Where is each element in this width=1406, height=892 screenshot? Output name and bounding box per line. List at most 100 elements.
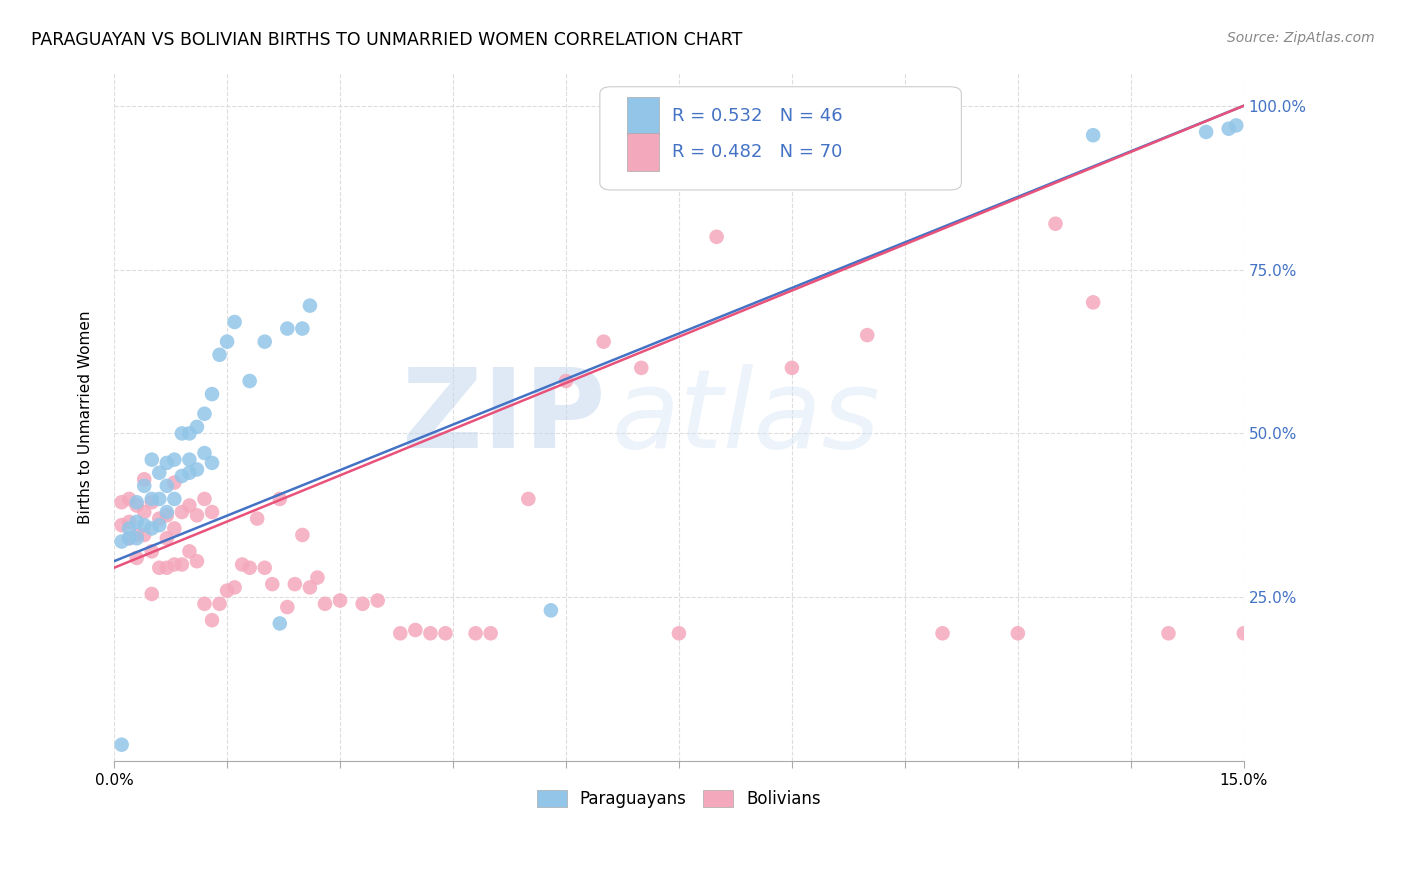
- Text: Source: ZipAtlas.com: Source: ZipAtlas.com: [1227, 31, 1375, 45]
- Point: [141, 544, 163, 558]
- Point: [156, 560, 179, 574]
- Point: [193, 491, 215, 506]
- Point: [208, 597, 231, 611]
- Point: [706, 229, 728, 244]
- Point: [186, 554, 208, 568]
- Point: [555, 374, 578, 388]
- Point: [517, 491, 540, 506]
- Point: [841, 128, 863, 143]
- Point: [125, 550, 148, 565]
- Point: [186, 508, 208, 523]
- Point: [1233, 626, 1256, 640]
- Point: [434, 626, 457, 640]
- Point: [931, 626, 953, 640]
- Point: [246, 511, 269, 525]
- Point: [111, 495, 134, 509]
- Text: ZIP: ZIP: [402, 364, 606, 470]
- Point: [780, 360, 803, 375]
- Point: [389, 626, 412, 640]
- Point: [1045, 217, 1067, 231]
- Point: [179, 426, 201, 441]
- Point: [217, 334, 239, 349]
- Legend: Paraguayans, Bolivians: Paraguayans, Bolivians: [530, 783, 828, 814]
- Point: [163, 475, 186, 490]
- Point: [156, 479, 179, 493]
- FancyBboxPatch shape: [627, 96, 658, 135]
- Point: [163, 452, 186, 467]
- Point: [179, 452, 201, 467]
- Point: [148, 518, 170, 533]
- Point: [156, 531, 179, 545]
- Point: [163, 521, 186, 535]
- Point: [118, 515, 141, 529]
- Point: [134, 518, 156, 533]
- Point: [217, 583, 239, 598]
- Point: [148, 560, 170, 574]
- Point: [170, 426, 193, 441]
- Point: [239, 374, 262, 388]
- Point: [284, 577, 307, 591]
- Point: [1157, 626, 1180, 640]
- Point: [134, 528, 156, 542]
- Point: [224, 581, 246, 595]
- Point: [125, 499, 148, 513]
- Point: [156, 456, 179, 470]
- Point: [307, 571, 329, 585]
- FancyBboxPatch shape: [627, 133, 658, 171]
- Point: [148, 491, 170, 506]
- Point: [298, 581, 321, 595]
- Text: R = 0.482   N = 70: R = 0.482 N = 70: [672, 143, 842, 161]
- Point: [118, 531, 141, 545]
- Point: [540, 603, 562, 617]
- Point: [298, 299, 321, 313]
- Point: [1007, 626, 1029, 640]
- Point: [186, 462, 208, 476]
- Point: [253, 334, 276, 349]
- Point: [134, 479, 156, 493]
- Point: [156, 505, 179, 519]
- Point: [141, 491, 163, 506]
- Point: [1081, 295, 1104, 310]
- Point: [419, 626, 441, 640]
- Point: [193, 597, 215, 611]
- Point: [179, 544, 201, 558]
- Point: [193, 407, 215, 421]
- Point: [1225, 119, 1247, 133]
- Point: [163, 491, 186, 506]
- Point: [291, 321, 314, 335]
- Text: atlas: atlas: [612, 364, 880, 470]
- Point: [352, 597, 374, 611]
- Point: [201, 456, 224, 470]
- Point: [186, 420, 208, 434]
- Point: [253, 560, 276, 574]
- Point: [170, 469, 193, 483]
- Point: [125, 531, 148, 545]
- Point: [118, 531, 141, 545]
- Point: [224, 315, 246, 329]
- Point: [329, 593, 352, 607]
- Point: [141, 452, 163, 467]
- Point: [118, 491, 141, 506]
- Point: [134, 505, 156, 519]
- Point: [231, 558, 253, 572]
- Point: [193, 446, 215, 460]
- Point: [141, 587, 163, 601]
- Point: [148, 466, 170, 480]
- Point: [592, 334, 614, 349]
- Point: [134, 472, 156, 486]
- Point: [1218, 121, 1240, 136]
- Point: [118, 521, 141, 535]
- Point: [262, 577, 284, 591]
- Point: [111, 738, 134, 752]
- Point: [148, 511, 170, 525]
- Point: [269, 616, 291, 631]
- Point: [156, 508, 179, 523]
- Point: [125, 515, 148, 529]
- Point: [201, 505, 224, 519]
- Point: [1081, 128, 1104, 143]
- Point: [630, 360, 652, 375]
- Point: [201, 387, 224, 401]
- Point: [201, 613, 224, 627]
- Text: PARAGUAYAN VS BOLIVIAN BIRTHS TO UNMARRIED WOMEN CORRELATION CHART: PARAGUAYAN VS BOLIVIAN BIRTHS TO UNMARRI…: [31, 31, 742, 49]
- FancyBboxPatch shape: [600, 87, 962, 190]
